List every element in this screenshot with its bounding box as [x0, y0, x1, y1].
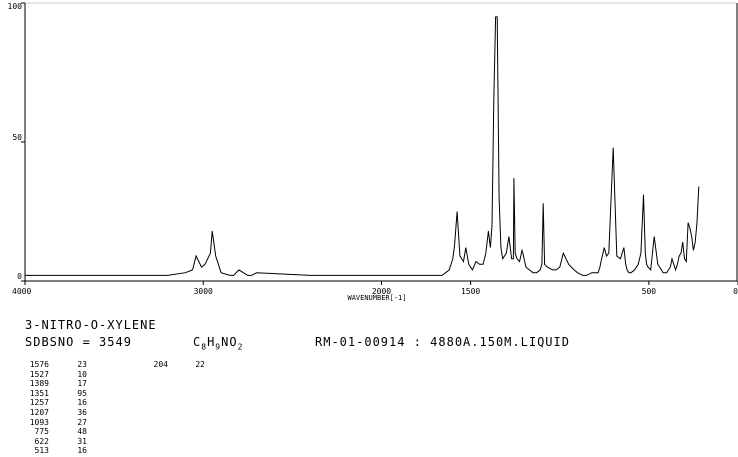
peak-intensity: 31 [77, 436, 87, 446]
compound-name: 3-NITRO-O-XYLENE [25, 318, 157, 332]
peak-intensity: 10 [77, 369, 87, 379]
y-tick-label: 50 [12, 133, 22, 142]
formula-rest-sub: 2 [237, 342, 244, 352]
y-tick-label: 0 [17, 272, 22, 281]
peak-intensity-2: 22 [195, 360, 205, 369]
formula-c-sub: 8 [201, 342, 208, 352]
measurement-info: RM-01-00914 : 4880A.150M.LIQUID [315, 335, 570, 349]
peak-wavenumber: 1576 [29, 360, 49, 369]
y-tick-label: 100 [8, 2, 23, 11]
x-axis-label: WAVENUMBER[-1] [347, 294, 406, 302]
peak-wavenumber: 775 [34, 427, 49, 437]
peak-intensity: 16 [77, 398, 87, 408]
formula-c: C [193, 335, 202, 349]
peak-wavenumber: 622 [34, 436, 49, 446]
spectrum-line [25, 16, 700, 276]
peak-intensity: 27 [77, 417, 87, 427]
peak-wavenumber: 1527 [29, 369, 49, 379]
x-tick-label: 0 [733, 287, 738, 296]
peak-wavenumber: 1351 [29, 388, 49, 398]
peak-wavenumber: 1207 [29, 407, 49, 417]
peak-wavenumber-2: 204 [153, 360, 168, 369]
x-tick-label: 4000 [12, 287, 31, 296]
peak-intensity: 36 [77, 407, 87, 417]
peak-wavenumber: 513 [34, 446, 49, 456]
x-tick-label: 2000 [372, 287, 391, 296]
x-tick-label: 3000 [194, 287, 213, 296]
peak-wavenumber: 1257 [29, 398, 49, 408]
x-tick-label: 500 [642, 287, 657, 296]
formula-h-sub: 9 [215, 342, 222, 352]
chart-axes [24, 2, 738, 282]
peak-intensity: 23 [77, 360, 87, 369]
formula-h: H [207, 335, 216, 349]
peak-wavenumber: 1093 [29, 417, 49, 427]
peak-intensity: 48 [77, 427, 87, 437]
peak-intensity: 17 [77, 379, 87, 389]
chart-ticks: 4000 3000 2000 1500 500 0 0 50 100 [8, 2, 738, 296]
formula-rest: NO [221, 335, 238, 349]
peak-intensity: 95 [77, 388, 87, 398]
plot-frame [24, 3, 738, 282]
sdbs-number: SDBSNO = 3549 [25, 335, 132, 349]
ir-spectrum-chart: 4000 3000 2000 1500 500 0 0 50 100 WAVENUMBER[-1… [8, 2, 738, 302]
x-tick-label: 1500 [461, 287, 480, 296]
peak-wavenumber: 1389 [29, 379, 49, 389]
peak-intensity: 16 [77, 446, 87, 456]
molecular-formula: C8H9NO2 [193, 335, 243, 351]
